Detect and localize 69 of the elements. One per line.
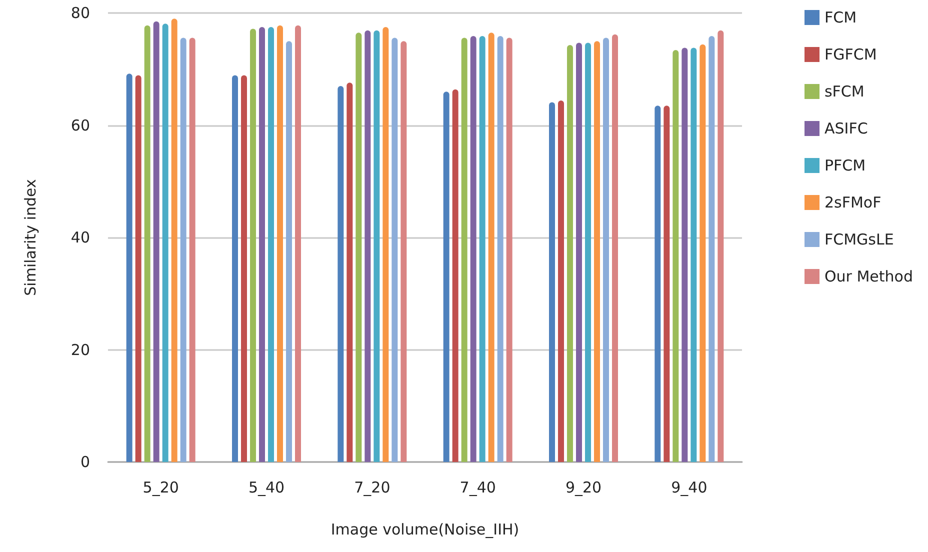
bar [295,25,301,462]
bar [585,42,591,462]
x-axis-title: Image volume(Noise_IIH) [330,520,520,538]
x-tick-label: 9_20 [565,478,602,496]
y-tick-label: 0 [80,453,90,471]
bar [497,36,504,462]
bar [558,100,564,462]
bar [162,24,168,462]
bar [567,44,573,462]
bar [700,44,706,462]
legend-label: FGFCM [824,46,877,64]
x-tick-label: 9_40 [671,478,708,496]
bar [286,41,292,462]
bar [189,38,196,462]
bar [452,89,458,462]
bar [338,86,344,462]
bar [144,25,150,462]
bar [382,27,389,462]
legend-label: FCMGsLE [824,230,894,248]
bar [488,32,494,462]
bar [135,75,142,462]
bar [374,30,380,462]
bar [549,102,555,462]
bar [232,75,238,462]
bar [506,38,512,462]
bar [612,34,618,462]
bar [443,92,450,462]
bar [479,36,486,462]
legend-label: 2sFMoF [824,194,882,212]
bar [180,38,186,462]
bar [241,75,247,462]
y-tick-label: 20 [70,340,90,359]
x-tick-label: 7_40 [460,478,496,496]
x-tick-label: 7_20 [354,478,390,496]
bar [654,106,661,462]
bar [461,38,468,462]
bar [126,74,132,462]
bar [153,21,160,462]
legend-label: FCM [824,8,857,26]
y-tick-label: 40 [70,228,90,246]
bar [672,50,679,462]
bar [171,18,178,462]
bar [250,28,256,462]
bar [708,36,715,462]
bar [682,48,688,462]
bar [718,30,724,462]
y-tick-label: 80 [70,4,90,22]
legend-label: PFCM [824,156,866,174]
legend-label: sFCM [824,82,864,100]
bar [594,41,600,462]
y-tick-label: 60 [70,116,90,134]
legend-label: Our Method [824,268,914,286]
legend-label: ASIFC [824,120,868,138]
bar [392,38,398,462]
x-tick-label: 5_40 [248,478,285,496]
bar [364,30,371,462]
bar [356,32,362,462]
y-axis-title: Similarity index [22,179,40,296]
bar [576,42,582,462]
bar [268,27,274,462]
bar [690,48,697,462]
x-tick-label: 5_20 [142,478,179,496]
bar [400,41,407,462]
bar [470,36,476,462]
bar [603,38,609,462]
bar [346,82,353,462]
bar [664,106,670,462]
bar [259,27,265,462]
bar [277,25,283,462]
